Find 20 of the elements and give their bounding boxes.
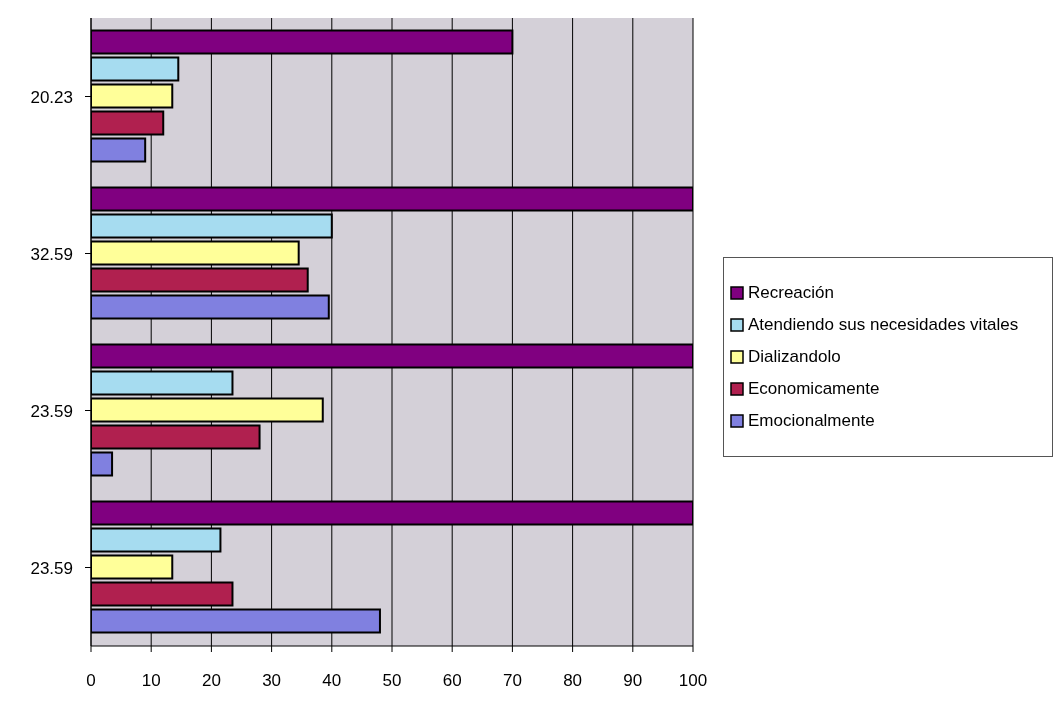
x-tick-label: 100 [678,671,708,691]
x-tick-label: 30 [262,671,282,691]
x-tick-label: 20 [201,671,221,691]
legend-label: Emocionalmente [748,410,875,432]
x-tick-label: 0 [86,671,96,691]
legend-label: Dializandolo [748,346,841,368]
x-tick-label: 50 [382,671,402,691]
y-tick-label: 23.59 [30,558,73,578]
legend-label: Economicamente [748,378,880,400]
y-tick-label: 20.23 [30,87,73,107]
legend-label: Atendiendo sus necesidades vitales [748,314,1019,336]
x-tick-label: 40 [322,671,342,691]
x-tick-label: 60 [442,671,462,691]
x-tick-label: 90 [623,671,643,691]
x-tick-label: 80 [563,671,583,691]
y-tick-label: 32.59 [30,244,73,264]
x-tick-label: 70 [502,671,522,691]
x-tick-label: 10 [141,671,161,691]
legend-label: Recreación [748,282,834,304]
y-tick-label: 23.59 [30,401,73,421]
